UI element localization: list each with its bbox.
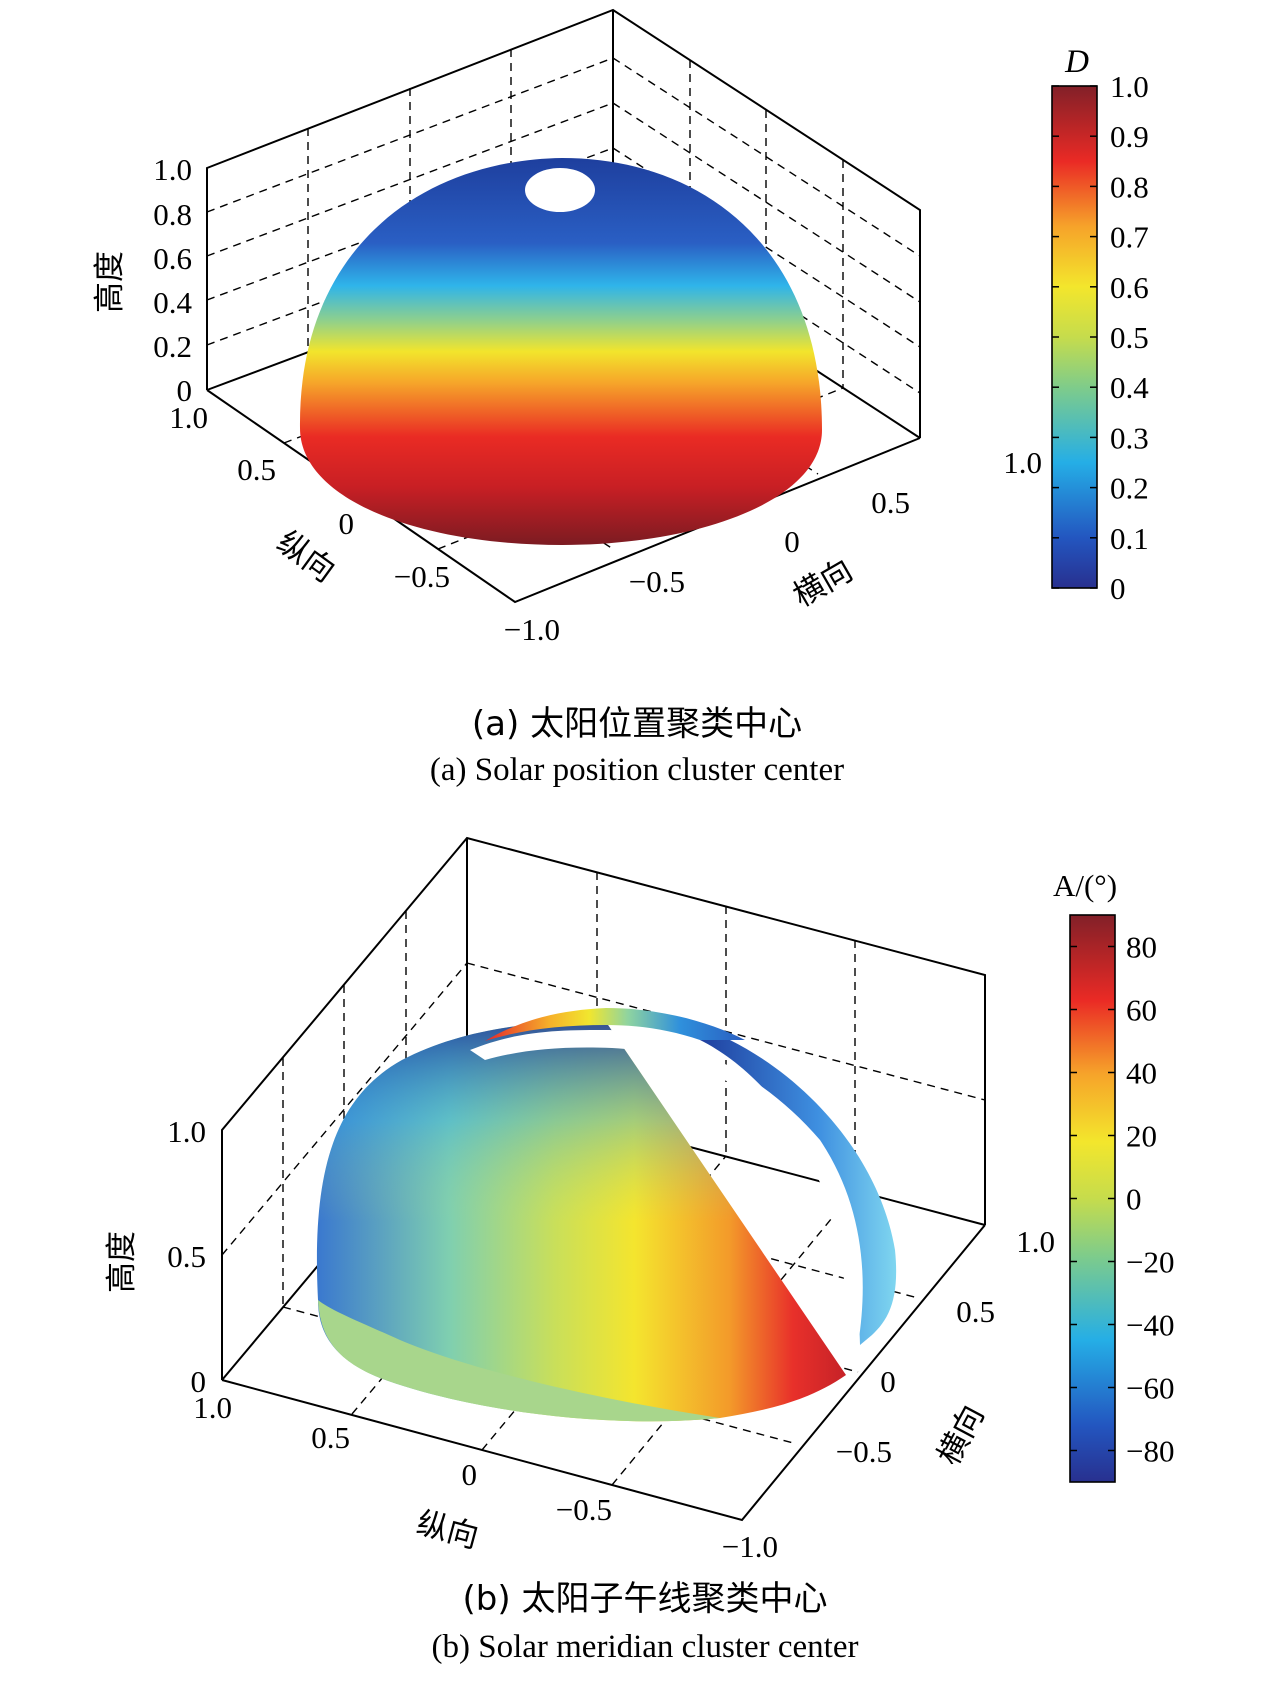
panel-b-y-tick: 0.5 [956, 1294, 995, 1329]
panel-b-z-tick: 0.5 [167, 1239, 206, 1274]
panel-b-y-ticks: −0.5 0 0.5 1.0 [836, 1224, 1055, 1469]
panel-a-x-tick: −0.5 [394, 559, 450, 594]
panel-a-caption-en: (a) Solar position cluster center [430, 752, 844, 788]
panel-a-z-tick: 0.8 [153, 197, 192, 232]
panel-b-xlabel: 纵向 [413, 1505, 482, 1556]
panel-b-caption-cn: (b) 太阳子午线聚类中心 [463, 1579, 828, 1619]
panel-a-ylabel: 横向 [787, 552, 859, 614]
panel-a-x-tick: 0.5 [237, 452, 276, 487]
colorbar-tick-label: −20 [1126, 1245, 1174, 1280]
colorbar-tick-label: 0 [1110, 571, 1126, 606]
colorbar-tick-label: −80 [1126, 1434, 1174, 1469]
panel-b-colorbar: A/(°) −80 −60 −40 −20 0 20 40 60 80 [1053, 868, 1174, 1483]
panel-a-z-tick: 0.4 [153, 285, 192, 320]
colorbar-tick-label: 0.7 [1110, 220, 1149, 255]
panel-a-xlabel: 纵向 [270, 524, 341, 590]
panel-b [221, 836, 986, 1522]
panel-a-hemisphere-surface [299, 158, 823, 545]
colorbar-tick-label: 0.8 [1110, 169, 1149, 204]
colorbar-tick-label: 0 [1126, 1182, 1142, 1217]
panel-b-y-tick: 1.0 [1016, 1224, 1055, 1259]
panel-b-caption-en: (b) Solar meridian cluster center [432, 1629, 859, 1665]
panel-a-x-ticks: 1.0 0.5 0 −0.5 −1.0 [169, 400, 560, 647]
panel-a-z-tick: 0.6 [153, 241, 192, 276]
colorbar-tick-label: 0.3 [1110, 420, 1149, 455]
panel-a-y-tick: 1.0 [1003, 445, 1042, 480]
colorbar-tick-label: 0.9 [1110, 119, 1149, 154]
panel-b-zlabel: 高度 [104, 1231, 140, 1293]
panel-b-y-tick: 0 [880, 1364, 896, 1399]
panel-b-hemisphere-base [318, 1300, 720, 1422]
panel-b-z-ticks: 1.0 0.5 0 [167, 1114, 206, 1399]
panel-a-y-tick: 0.5 [871, 485, 910, 520]
panel-a-z-tick: 0.2 [153, 329, 192, 364]
panel-a-y-tick: 0 [784, 524, 800, 559]
panel-a-x-tick: 1.0 [169, 400, 208, 435]
colorbar-tick-label: 0.6 [1110, 270, 1149, 305]
panel-a-x-tick: 0 [339, 506, 355, 541]
colorbar-tick-label: 0.2 [1110, 471, 1149, 506]
panel-a-z-tick: 0 [177, 373, 193, 408]
panel-b-hemisphere-strip [700, 1040, 897, 1345]
panel-b-colorbar-label: A/(°) [1053, 868, 1117, 903]
colorbar-tick-label: 0.5 [1110, 320, 1149, 355]
panel-a-zlabel: 高度 [92, 251, 128, 313]
panel-b-z-tick: 1.0 [167, 1114, 206, 1149]
panel-b-hemisphere-cap [485, 1008, 745, 1041]
panel-a [206, 8, 921, 604]
colorbar-tick-label: 80 [1126, 930, 1157, 965]
panel-b-ylabel: 横向 [931, 1399, 992, 1471]
panel-a-zenith-hole [525, 168, 595, 212]
panel-b-x-tick: 1.0 [193, 1390, 232, 1425]
panel-a-colorbar: D 0 0.1 0.2 0.3 0.4 0.5 0.6 0.7 0.8 0.9 1.0 [1051, 44, 1149, 606]
panel-a-y-ticks: −0.5 0 0.5 1.0 [629, 445, 1042, 599]
panel-b-x-tick: 0.5 [311, 1420, 350, 1455]
panel-b-y-tick: −0.5 [836, 1434, 892, 1469]
colorbar-tick-label: 40 [1126, 1056, 1157, 1091]
panel-a-y-tick: −0.5 [629, 564, 685, 599]
panel-a-x-tick: −1.0 [504, 612, 560, 647]
colorbar-tick-label: 60 [1126, 993, 1157, 1028]
panel-b-hemisphere-shade [316, 1021, 847, 1422]
colorbar-tick-label: 20 [1126, 1119, 1157, 1154]
panel-b-x-tick: −1.0 [722, 1529, 778, 1564]
colorbar-tick-label: −40 [1126, 1308, 1174, 1343]
panel-a-z-tick: 1.0 [153, 152, 192, 187]
panel-a-z-ticks: 1.0 0.8 0.6 0.4 0.2 0 [153, 152, 192, 408]
colorbar-tick-label: −60 [1126, 1371, 1174, 1406]
colorbar-tick-label: 0.1 [1110, 521, 1149, 556]
colorbar-tick-label: 1.0 [1110, 69, 1149, 104]
panel-a-colorbar-label: D [1064, 44, 1089, 80]
panel-b-x-tick: 0 [462, 1457, 478, 1492]
panel-a-caption-cn: (a) 太阳位置聚类中心 [472, 704, 802, 744]
colorbar-tick-label: 0.4 [1110, 370, 1149, 405]
panel-b-x-ticks: 1.0 0.5 0 −0.5 −1.0 [193, 1390, 778, 1564]
panel-b-x-tick: −0.5 [556, 1492, 612, 1527]
panel-b-z-tick: 0 [191, 1364, 207, 1399]
